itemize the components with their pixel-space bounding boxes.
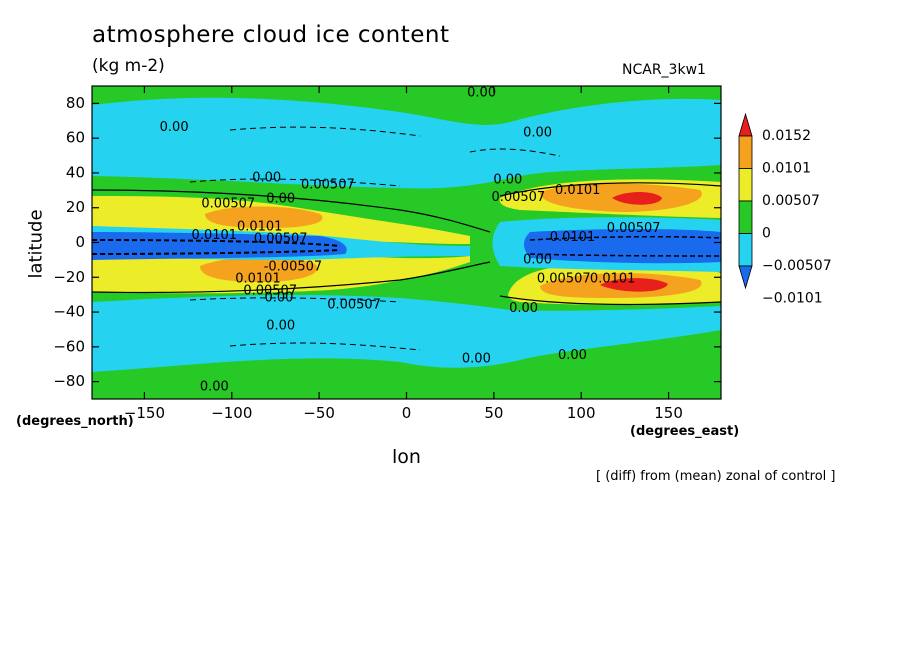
y-tick-label: −80 [53, 372, 85, 390]
peak-region [612, 192, 662, 205]
contour-label: 0.00 [523, 252, 552, 267]
colorbar-label: −0.0101 [762, 291, 823, 307]
data-note: [ (diff) from (mean) zonal of control ] [596, 469, 836, 484]
colorbar-segment [738, 168, 753, 202]
y-tick-label: −20 [53, 268, 85, 286]
colorbar-label: 0 [762, 226, 771, 242]
y-tick-label: 80 [66, 94, 85, 112]
x-tick-label: 100 [567, 404, 596, 422]
positive-region [205, 206, 323, 228]
peak-region [600, 278, 668, 292]
y-axis-ticks: −80 −60 −40 −20 0 20 40 60 80 [53, 94, 721, 390]
colorbar-segment [738, 233, 753, 267]
x-tick-label: 50 [484, 404, 503, 422]
contour-label: 0.00 [509, 301, 538, 316]
contour-label: 0.00 [493, 172, 522, 187]
contour-label: 0.00507 [301, 178, 355, 193]
contour-label: 0.0101 [235, 272, 281, 287]
model-name: NCAR_3kw1 [622, 62, 706, 78]
x-tick-label: 0 [402, 404, 412, 422]
contour-label: 0.00 [266, 318, 295, 333]
plot-area: 0.000.00 0.000.00 0.00507 0.000.00507 0.0101… [92, 85, 721, 399]
colorbar-label: 0.0152 [762, 128, 811, 144]
x-axis-ticks: −150 −100 −50 0 50 100 150 [124, 86, 683, 422]
contour-label: 0.0101 [237, 219, 283, 234]
contour-labels: 0.000.00 0.000.00 0.00507 0.000.00507 0.0101… [160, 85, 661, 394]
y-axis-unit: (degrees_north) [16, 414, 134, 429]
colorbar-top-arrow [738, 112, 753, 137]
contour-lines [92, 126, 721, 351]
chart-units: (kg m-2) [92, 56, 165, 76]
contour-label: 0.00 [252, 171, 281, 186]
contour-label: 0.00507 [201, 197, 255, 212]
colorbar-label: −0.00507 [762, 258, 832, 274]
contour-label: 0.00 [523, 125, 552, 140]
colorbar-label: 0.0101 [762, 161, 811, 177]
contour-label: 0.00507 [243, 284, 297, 299]
strong-negative-region [92, 232, 347, 260]
contour-label: 0.00 [160, 120, 189, 135]
negative-region [430, 314, 540, 355]
y-tick-label: −40 [53, 303, 85, 321]
contour-label: 0.00507 [327, 298, 381, 313]
contour-label: 0.00507 [537, 272, 591, 287]
colorbar-label: 0.00507 [762, 193, 820, 209]
contour-label: 0.00 [467, 85, 496, 100]
y-tick-label: 60 [66, 129, 85, 147]
y-tick-label: −60 [53, 337, 85, 355]
contour-label: 0.0101 [555, 183, 601, 198]
x-axis-label: lon [392, 446, 421, 468]
positive-region [200, 256, 318, 282]
negative-region [92, 97, 721, 189]
x-tick-label: 150 [654, 404, 683, 422]
y-tick-label: 40 [66, 163, 85, 181]
contour-label: 0.00507 [607, 221, 661, 236]
colorbar-bottom-arrow [738, 265, 753, 290]
contour-label: -0.00507 [264, 259, 322, 274]
contour-label: 0.00507 [491, 190, 545, 205]
x-tick-label: −150 [124, 404, 165, 422]
y-tick-label: 20 [66, 198, 85, 216]
contour-label: 0.00507 [254, 232, 308, 247]
colorbar-legend: 0.0152 0.0101 0.00507 0 −0.00507 −0.0101 [738, 112, 832, 307]
chart-title: atmosphere cloud ice content [92, 22, 450, 48]
contour-label: 0.00 [266, 192, 295, 207]
negative-region [92, 295, 721, 372]
x-tick-label: −100 [211, 404, 252, 422]
contour-label: 0.00 [264, 291, 293, 306]
x-axis-unit: (degrees_east) [630, 424, 740, 439]
contour-label: 0.00 [462, 352, 491, 367]
colorbar-segment [738, 200, 753, 234]
colorbar-segment [738, 135, 753, 169]
contour-label: 0.0101 [550, 230, 596, 245]
y-tick-label: 0 [75, 233, 85, 251]
contour-label: 0.0101 [192, 228, 238, 243]
contour-label: 0.0101 [590, 272, 636, 287]
contour-label: 0.00 [200, 379, 229, 394]
contour-label: 0.00 [558, 348, 587, 363]
x-tick-label: −50 [303, 404, 335, 422]
